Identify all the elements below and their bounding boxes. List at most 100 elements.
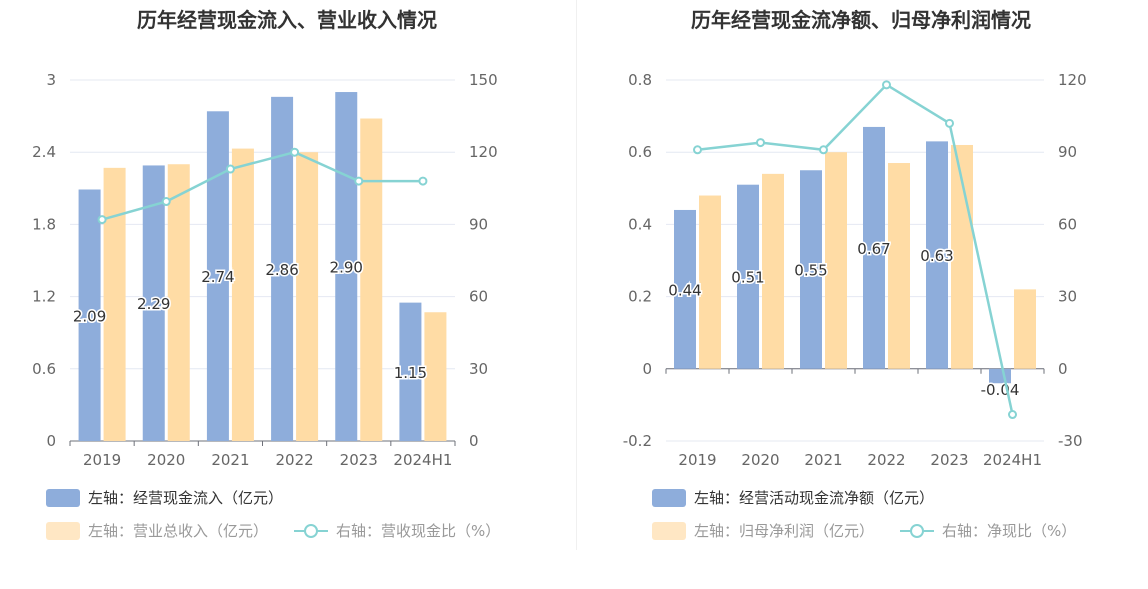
right-ratio-line — [697, 83, 1014, 415]
right-data-label: 0.67 — [857, 240, 890, 258]
right-bar-secondary — [825, 152, 847, 369]
left-x-tick-label: 2020 — [147, 451, 185, 469]
right-left-tick-label: 0.2 — [628, 288, 652, 306]
right-data-label: 0.55 — [794, 262, 827, 280]
right-right-tick-label: 30 — [1058, 288, 1077, 306]
left-chart-title: 历年经营现金流入、营业收入情况 — [137, 8, 437, 32]
blue-bar-swatch-icon — [46, 488, 80, 507]
left-x-tick-label: 2024H1 — [393, 451, 452, 469]
right-legend-item-net-profit[interactable]: 左轴：归母净利润（亿元） — [652, 520, 874, 541]
left-ratio-line — [101, 150, 423, 221]
left-bar-secondary — [167, 164, 190, 441]
right-x-tick-label: 2020 — [741, 451, 779, 469]
left-right-tick-label: 0 — [469, 432, 479, 450]
right-legend-label-net-cash: 左轴：经营活动现金流净额（亿元） — [694, 489, 935, 507]
left-ratio-point — [418, 176, 428, 186]
left-x-tick-label: 2021 — [211, 451, 249, 469]
left-chart-panel: 历年经营现金流入、营业收入情况 0 0.6 1.2 1.8 2.4 3 0 30 60 90 120… — [32, 8, 500, 541]
right-data-label: 0.63 — [920, 247, 953, 265]
left-legend-item-cash-inflow[interactable]: 左轴：经营现金流入（亿元） — [46, 487, 283, 508]
right-legend-item-net-ratio[interactable]: 右轴：净现比（%） — [900, 520, 1076, 541]
left-legend-item-ratio[interactable]: 右轴：营收现金比（%） — [294, 520, 500, 541]
right-ratio-point — [693, 145, 702, 155]
left-right-tick-label: 30 — [469, 360, 488, 378]
right-x-tick-label: 2023 — [930, 451, 968, 469]
right-right-tick-label: 90 — [1058, 143, 1077, 161]
right-right-tick-label: 0 — [1058, 360, 1068, 378]
left-right-tick-label: 60 — [469, 288, 488, 306]
left-bar-primary — [142, 165, 165, 442]
left-bar-secondary — [231, 148, 254, 441]
left-data-label: 2.09 — [73, 307, 106, 325]
right-ratio-point — [756, 138, 765, 148]
right-ratio-point — [882, 80, 891, 90]
right-data-label: -0.04 — [981, 381, 1020, 399]
left-right-tick-label: 120 — [469, 143, 498, 161]
line-circle-marker-icon — [900, 522, 935, 540]
right-bar-primary — [926, 141, 948, 369]
left-bar-primary — [399, 302, 422, 441]
left-legend-item-revenue[interactable]: 左轴：营业总收入（亿元） — [46, 520, 268, 541]
right-legend-row-2: 左轴：归母净利润（亿元） 右轴：净现比（%） — [652, 520, 1102, 541]
left-left-tick-label: 3 — [46, 71, 56, 89]
left-left-tick-label: 2.4 — [32, 143, 56, 161]
left-bar-secondary — [296, 152, 319, 441]
left-left-tick-label: 1.2 — [32, 288, 56, 306]
left-ratio-point — [290, 147, 300, 157]
orange-bar-swatch-icon — [652, 521, 686, 540]
left-ratio-point — [97, 215, 107, 225]
right-legend-item-net-cash[interactable]: 左轴：经营活动现金流净额（亿元） — [652, 487, 934, 508]
blue-bar-swatch-icon — [652, 488, 686, 507]
left-left-tick-label: 1.8 — [32, 215, 56, 233]
left-data-label: 2.29 — [137, 295, 170, 313]
left-x-tick-label: 2023 — [340, 451, 378, 469]
left-data-label: 2.86 — [265, 261, 298, 279]
right-right-tick-label: 120 — [1058, 71, 1087, 89]
right-chart-title: 历年经营现金流净额、归母净利润情况 — [691, 8, 1031, 32]
right-legend-row-1: 左轴：经营活动现金流净额（亿元） — [652, 487, 960, 508]
left-bar-secondary — [103, 167, 126, 442]
right-bar-secondary — [762, 173, 784, 369]
left-legend-row-1: 左轴：经营现金流入（亿元） — [46, 487, 309, 508]
right-x-tick-label: 2021 — [804, 451, 842, 469]
left-right-tick-label: 150 — [469, 71, 498, 89]
right-x-tick-label: 2024H1 — [983, 451, 1042, 469]
right-chart-panel: 历年经营现金流净额、归母净利润情况 -0.2 0 0.2 0.4 0.6 0.8 -30 0 3… — [574, 0, 1148, 589]
right-ratio-point — [819, 145, 828, 155]
left-x-tick-label: 2022 — [275, 451, 313, 469]
right-x-tick-label: 2019 — [678, 451, 716, 469]
right-ratio-point — [1008, 410, 1017, 420]
left-bar-primary — [271, 96, 294, 441]
right-legend-label-net-profit: 左轴：归母净利润（亿元） — [694, 522, 875, 540]
right-ratio-point — [945, 118, 954, 128]
left-ratio-point — [225, 164, 235, 174]
left-ratio-point — [161, 197, 171, 207]
right-chart-plot: -0.2 0 0.2 0.4 0.6 0.8 -30 0 30 60 90 120 2019 2020 20… — [623, 71, 1087, 469]
left-right-tick-label: 90 — [469, 215, 488, 233]
right-bar-primary — [800, 170, 822, 369]
right-left-tick-label: 0.6 — [628, 143, 652, 161]
right-bar-primary — [674, 209, 696, 369]
right-legend-label-net-ratio: 右轴：净现比（%） — [942, 522, 1077, 540]
line-circle-marker-icon — [294, 522, 329, 540]
left-bar-primary — [78, 189, 101, 441]
left-x-tick-label: 2019 — [83, 451, 121, 469]
right-x-tick-label: 2022 — [867, 451, 905, 469]
left-legend-label-ratio: 右轴：营收现金比（%） — [336, 522, 501, 540]
right-bar-secondary — [888, 163, 910, 369]
right-right-tick-label: -30 — [1058, 432, 1083, 450]
left-bar-secondary — [360, 118, 383, 442]
right-bar-primary — [863, 126, 885, 369]
right-left-tick-label: -0.2 — [623, 432, 652, 450]
left-left-tick-label: 0 — [46, 432, 56, 450]
left-data-label: 1.15 — [394, 364, 427, 382]
right-bar-primary — [737, 184, 759, 369]
left-legend-label-revenue: 左轴：营业总收入（亿元） — [88, 522, 269, 540]
left-legend-label-cash-inflow: 左轴：经营现金流入（亿元） — [88, 489, 284, 507]
panel-divider — [576, 0, 577, 550]
right-right-tick-label: 60 — [1058, 215, 1077, 233]
right-data-label: 0.51 — [731, 269, 764, 287]
left-left-tick-label: 0.6 — [32, 360, 56, 378]
right-left-tick-label: 0 — [642, 360, 652, 378]
